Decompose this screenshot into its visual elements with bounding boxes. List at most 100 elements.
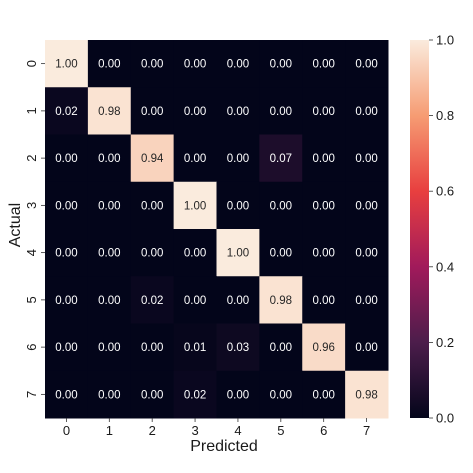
- heatmap-cell: [130, 229, 175, 277]
- cell-value-label: 0.00: [98, 295, 120, 307]
- cell-value-label: 0.00: [270, 342, 292, 354]
- heatmap-cell: [345, 40, 389, 88]
- heatmap-cell: [173, 370, 217, 419]
- heatmap-cell: [216, 229, 260, 277]
- cell-value-label: 1.00: [184, 200, 206, 212]
- y-tick-label: 2: [24, 155, 39, 162]
- heatmap-cell: [87, 370, 132, 419]
- heatmap-cell: [302, 276, 346, 324]
- heatmap-cell: [173, 87, 217, 135]
- cell-value-label: 0.00: [184, 153, 206, 165]
- heatmap-cell: [130, 276, 175, 324]
- cell-value-label: 0.00: [184, 106, 206, 118]
- colorbar-tick-label: 1.0: [436, 33, 454, 48]
- colorbar-ticks: 0.0 0.2 0.4 0.6 0.8 1.0: [429, 33, 454, 426]
- cell-value-label: 0.00: [312, 153, 334, 165]
- cell-value-label: 0.00: [312, 295, 334, 307]
- heatmap-cell: [87, 323, 132, 372]
- heatmap-cell: [45, 181, 89, 230]
- x-axis-label: Predicted: [190, 438, 258, 455]
- heatmap-cell: [345, 181, 389, 230]
- heatmap-cell: [345, 229, 389, 277]
- cell-value-label: 0.01: [184, 342, 206, 354]
- cell-value-label: 0.00: [141, 248, 163, 260]
- cell-value-label: 0.98: [98, 106, 120, 118]
- cell-value-label: 0.00: [141, 200, 163, 212]
- cell-value-label: 0.00: [184, 248, 206, 260]
- cell-value-label: 0.00: [184, 59, 206, 71]
- heatmap-cell: [87, 87, 132, 135]
- x-tick-label: 5: [277, 423, 284, 438]
- cell-value-label: 0.00: [141, 106, 163, 118]
- heatmap-cell: [302, 87, 346, 135]
- cell-value-label: 0.00: [355, 200, 377, 212]
- cell-value-label: 0.00: [270, 106, 292, 118]
- x-tick-label: 0: [63, 423, 70, 438]
- cell-value-label: 0.00: [227, 59, 249, 71]
- cell-value-label: 0.00: [227, 106, 249, 118]
- cell-value-label: 0.00: [312, 389, 334, 401]
- heatmap-cell: [216, 370, 260, 419]
- cell-value-label: 0.00: [55, 295, 77, 307]
- heatmap-cell: [130, 40, 175, 88]
- cell-value-label: 0.00: [98, 153, 120, 165]
- heatmap-cell: [216, 134, 260, 183]
- y-axis-ticks: 0 1 2 3 4 5 6 7: [24, 60, 45, 398]
- heatmap-cell: [87, 276, 132, 324]
- y-tick-label: 5: [24, 296, 39, 303]
- cell-value-label: 0.00: [227, 389, 249, 401]
- colorbar-tick-label: 0.8: [436, 108, 454, 123]
- colorbar-tick-label: 0.4: [436, 259, 454, 274]
- cell-value-label: 0.00: [227, 153, 249, 165]
- cell-value-label: 0.00: [98, 59, 120, 71]
- heatmap-cell: [345, 134, 389, 183]
- heatmap-cell: [345, 87, 389, 135]
- cell-value-label: 0.00: [55, 248, 77, 260]
- heatmap-cell: [130, 87, 175, 135]
- cell-value-label: 0.00: [270, 59, 292, 71]
- heatmap-cell: [87, 181, 132, 230]
- cell-value-label: 0.98: [355, 389, 377, 401]
- heatmap-cell: [302, 181, 346, 230]
- heatmap-cell: [302, 323, 346, 372]
- heatmap-cell: [259, 181, 303, 230]
- cell-value-label: 0.00: [55, 342, 77, 354]
- heatmap-cell: [302, 229, 346, 277]
- cell-value-label: 0.00: [270, 200, 292, 212]
- heatmap-cell: [216, 323, 260, 372]
- heatmap-cell: [259, 323, 303, 372]
- heatmap-cell: [259, 134, 303, 183]
- heatmap-cell: [259, 87, 303, 135]
- y-tick-label: 0: [24, 60, 39, 67]
- y-tick-label: 7: [24, 391, 39, 398]
- heatmap-cell: [259, 229, 303, 277]
- cell-value-label: 0.00: [355, 106, 377, 118]
- cell-value-label: 0.00: [141, 342, 163, 354]
- cell-value-label: 0.96: [312, 342, 334, 354]
- cell-value-label: 0.00: [98, 342, 120, 354]
- heatmap-cell: [45, 323, 89, 372]
- heatmap-cell: [87, 229, 132, 277]
- cell-value-label: 0.00: [55, 389, 77, 401]
- heatmap-cell: [302, 40, 346, 88]
- y-axis-label: Actual: [7, 203, 24, 247]
- heatmap-cell: [45, 134, 89, 183]
- heatmap-cell: [345, 370, 389, 419]
- x-tick-label: 6: [320, 423, 327, 438]
- heatmap-cell: [259, 276, 303, 324]
- heatmap-cell: [130, 323, 175, 372]
- heatmap-cell: [216, 87, 260, 135]
- cell-value-label: 1.00: [55, 59, 77, 71]
- heatmap-cell: [345, 276, 389, 324]
- heatmap-cell: [216, 40, 260, 88]
- cell-value-label: 0.00: [227, 295, 249, 307]
- y-tick-label: 6: [24, 344, 39, 351]
- cell-value-label: 0.00: [355, 295, 377, 307]
- colorbar-tick-label: 0.6: [436, 184, 454, 199]
- cell-value-label: 0.00: [141, 389, 163, 401]
- cell-value-label: 0.03: [227, 342, 249, 354]
- x-tick-label: 2: [149, 423, 156, 438]
- cell-value-label: 0.02: [184, 389, 206, 401]
- heatmap-cell: [45, 276, 89, 324]
